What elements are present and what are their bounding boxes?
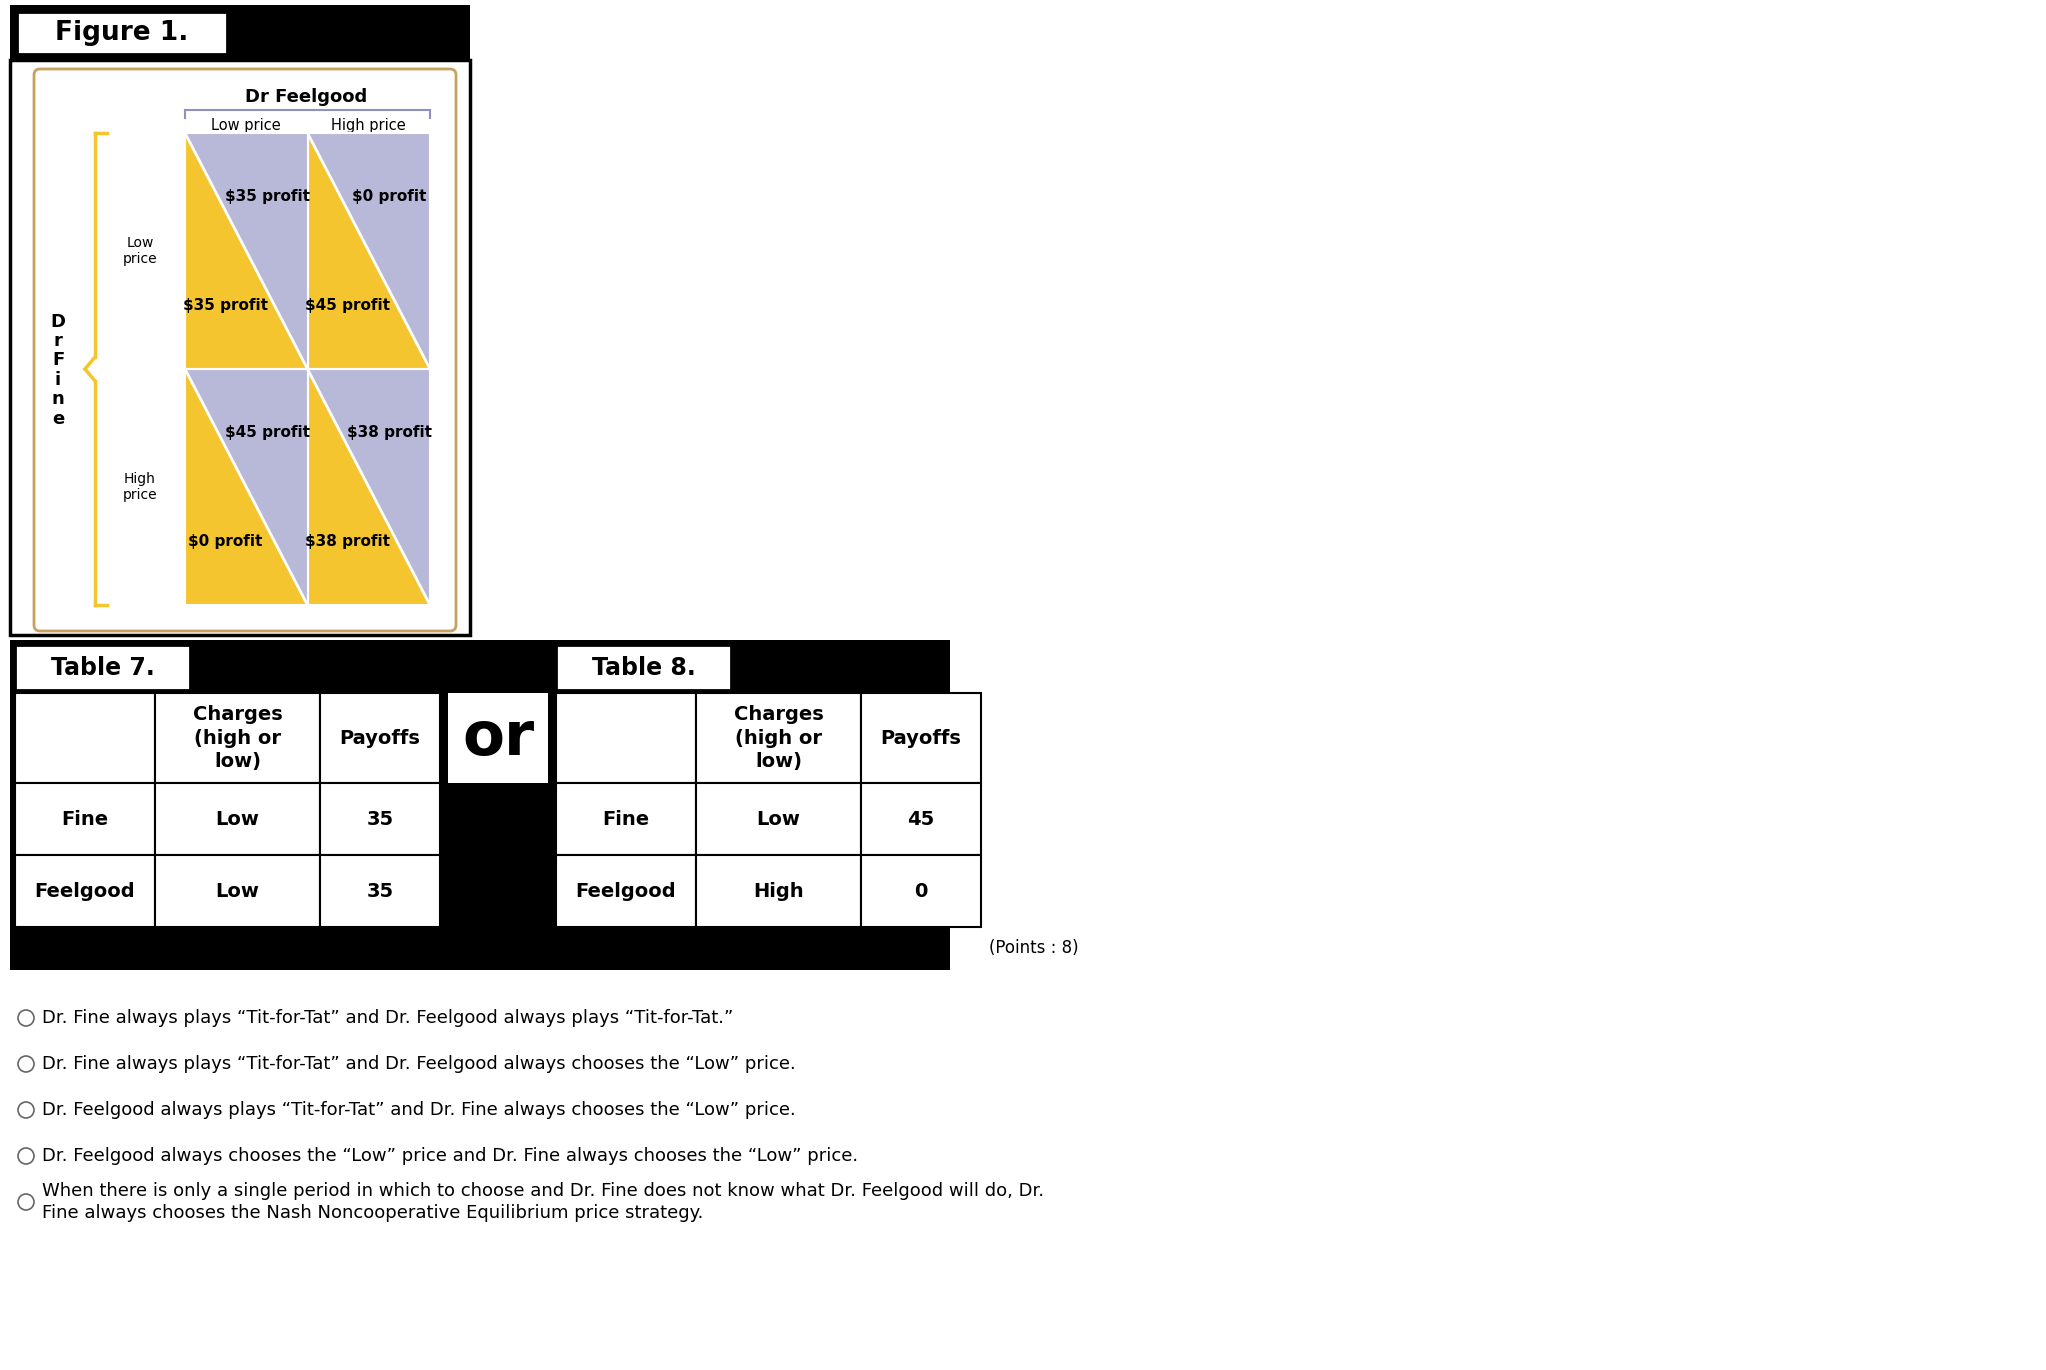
Text: 35: 35 xyxy=(366,810,393,829)
Text: (Points : 8): (Points : 8) xyxy=(988,938,1078,958)
Text: Fine: Fine xyxy=(61,810,108,829)
Text: Figure 1.: Figure 1. xyxy=(55,21,188,47)
Text: Dr. Fine always plays “Tit-for-Tat” and Dr. Feelgood always chooses the “Low” pr: Dr. Fine always plays “Tit-for-Tat” and … xyxy=(43,1055,796,1073)
Bar xyxy=(10,640,949,970)
Bar xyxy=(14,693,155,784)
Bar xyxy=(14,784,155,855)
Bar xyxy=(557,855,696,927)
Polygon shape xyxy=(307,369,430,606)
Text: Charges
(high or
low): Charges (high or low) xyxy=(735,706,822,771)
Text: Fine: Fine xyxy=(602,810,649,829)
Polygon shape xyxy=(307,133,430,369)
Bar xyxy=(155,784,319,855)
Text: High
price: High price xyxy=(123,471,158,501)
Text: Dr. Fine always plays “Tit-for-Tat” and Dr. Feelgood always plays “Tit-for-Tat.”: Dr. Fine always plays “Tit-for-Tat” and … xyxy=(43,1008,732,1028)
Text: Low: Low xyxy=(215,810,260,829)
Text: Low price: Low price xyxy=(211,118,280,133)
Text: When there is only a single period in which to choose and Dr. Fine does not know: When there is only a single period in wh… xyxy=(43,1181,1043,1222)
Bar xyxy=(319,693,440,784)
Text: Feelgood: Feelgood xyxy=(35,881,135,900)
Text: $45 profit: $45 profit xyxy=(225,425,309,440)
Text: $35 profit: $35 profit xyxy=(182,297,268,312)
Text: Low: Low xyxy=(757,810,800,829)
Text: Low: Low xyxy=(215,881,260,900)
Bar xyxy=(696,784,861,855)
Text: D
r
F
i
n
e: D r F i n e xyxy=(51,312,65,427)
Text: Charges
(high or
low): Charges (high or low) xyxy=(192,706,282,771)
Polygon shape xyxy=(184,133,307,369)
FancyBboxPatch shape xyxy=(35,68,456,632)
Bar xyxy=(448,693,548,784)
Text: $0 profit: $0 profit xyxy=(352,189,428,204)
Bar xyxy=(557,693,696,784)
Polygon shape xyxy=(307,133,430,369)
Bar xyxy=(861,855,980,927)
Polygon shape xyxy=(184,133,307,369)
Bar xyxy=(319,855,440,927)
Bar xyxy=(184,133,307,369)
Bar xyxy=(14,645,190,690)
Text: $45 profit: $45 profit xyxy=(305,297,391,312)
Text: High price: High price xyxy=(331,118,405,133)
Bar xyxy=(319,784,440,855)
Text: Payoffs: Payoffs xyxy=(340,729,419,748)
Text: 35: 35 xyxy=(366,881,393,900)
Bar xyxy=(184,369,307,606)
Text: Payoffs: Payoffs xyxy=(880,729,962,748)
Text: Low
price: Low price xyxy=(123,236,158,266)
Text: $35 profit: $35 profit xyxy=(225,189,309,204)
Text: Table 7.: Table 7. xyxy=(51,655,153,680)
Bar xyxy=(10,5,471,60)
Bar xyxy=(307,369,430,606)
Bar xyxy=(696,693,861,784)
Text: $38 profit: $38 profit xyxy=(348,425,432,440)
Text: 0: 0 xyxy=(915,881,927,900)
Bar xyxy=(557,784,696,855)
Bar xyxy=(10,60,471,636)
Polygon shape xyxy=(184,369,307,606)
Bar xyxy=(557,645,730,690)
Bar xyxy=(16,12,227,53)
Text: or: or xyxy=(462,708,534,767)
Bar xyxy=(861,693,980,784)
Bar xyxy=(307,133,430,369)
Bar xyxy=(696,855,861,927)
Bar xyxy=(155,693,319,784)
Text: 45: 45 xyxy=(906,810,935,829)
Polygon shape xyxy=(184,369,307,606)
Text: Dr. Feelgood always chooses the “Low” price and Dr. Fine always chooses the “Low: Dr. Feelgood always chooses the “Low” pr… xyxy=(43,1147,857,1164)
Bar xyxy=(861,784,980,855)
Text: $0 profit: $0 profit xyxy=(188,534,262,549)
Text: Dr. Feelgood always plays “Tit-for-Tat” and Dr. Fine always chooses the “Low” pr: Dr. Feelgood always plays “Tit-for-Tat” … xyxy=(43,1101,796,1119)
Text: $38 profit: $38 profit xyxy=(305,534,391,549)
Text: Dr Feelgood: Dr Feelgood xyxy=(246,88,368,105)
Bar xyxy=(155,855,319,927)
Text: Table 8.: Table 8. xyxy=(591,655,696,680)
Text: Feelgood: Feelgood xyxy=(575,881,677,900)
Bar xyxy=(14,855,155,927)
Polygon shape xyxy=(307,369,430,606)
Text: High: High xyxy=(753,881,804,900)
